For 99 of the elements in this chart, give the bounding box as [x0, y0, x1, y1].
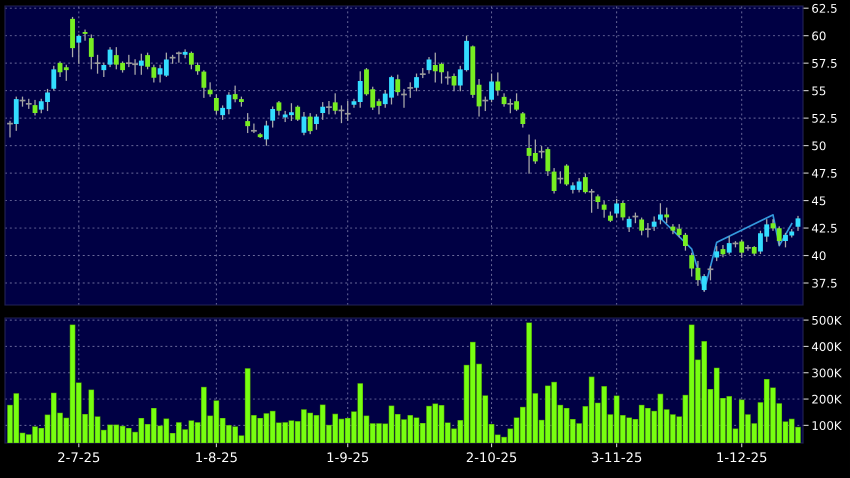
candlestick [520, 112, 526, 128]
x-tick-label: 1-12-25 [717, 452, 766, 462]
candlestick [564, 164, 570, 186]
candlestick [401, 88, 407, 108]
candlestick [326, 101, 332, 114]
y-tick-label: 60 [812, 31, 826, 40]
candlestick [108, 47, 112, 68]
y-tick-label: 37.5 [812, 278, 837, 288]
candlestick [726, 236, 732, 255]
candlestick [595, 194, 600, 209]
candlestick [444, 71, 451, 85]
candlestick [395, 74, 400, 96]
candlestick [557, 171, 564, 184]
candlestick [101, 62, 106, 77]
candlestick [489, 74, 494, 102]
y-tick-label: 62.5 [812, 4, 837, 13]
candlestick [538, 146, 544, 158]
candlestick [232, 86, 238, 102]
candlestick [320, 102, 326, 120]
candlestick [776, 226, 782, 246]
y-tick-label: 200K [812, 394, 842, 404]
y-tick-label: 40 [812, 251, 826, 260]
candlestick [138, 54, 144, 75]
candlestick [176, 52, 182, 63]
candlestick [188, 52, 194, 70]
candlestick [582, 174, 588, 194]
x-tick-label: 1-9-25 [328, 452, 368, 462]
candlestick [658, 203, 663, 224]
candlestick [151, 64, 156, 82]
candlestick [32, 100, 38, 116]
y-tick-label: 42.5 [812, 224, 837, 233]
candlestick [652, 216, 657, 231]
candlestick [602, 201, 607, 218]
candlestick [302, 112, 306, 136]
candlestick [452, 74, 456, 92]
candlestick [620, 201, 626, 220]
x-tick-label: 2-10-25 [466, 452, 516, 462]
candlestick [245, 113, 250, 134]
candlestick [214, 94, 219, 114]
candlestick [26, 98, 32, 109]
candlestick [683, 232, 688, 251]
candlestick [552, 168, 557, 194]
y-tick-label: 45 [812, 196, 826, 206]
candlestick [407, 82, 414, 98]
candlestick [588, 188, 595, 213]
candlestick [145, 52, 150, 70]
candlestick [482, 96, 488, 112]
y-tick-label: 57.5 [812, 59, 837, 68]
candlestick [295, 105, 300, 121]
candlestick [314, 114, 319, 130]
candlestick [94, 54, 100, 74]
candlestick [338, 105, 344, 124]
candlestick [76, 34, 82, 64]
x-tick-label: 1-8-25 [196, 452, 237, 462]
y-tick-label: 55 [812, 86, 826, 96]
candlestick [664, 208, 670, 224]
candlestick [308, 113, 313, 134]
y-tick-label: 50 [812, 141, 826, 150]
candlestick [7, 120, 13, 138]
candlestick [720, 245, 726, 258]
candlestick [708, 266, 714, 280]
candlestick [208, 82, 213, 97]
y-tick-label: 52.5 [812, 114, 837, 123]
candlestick [270, 106, 276, 128]
x-tick-label: 3-11-25 [592, 452, 642, 462]
candlestick [502, 93, 506, 107]
y-tick-label: 100K [812, 421, 842, 430]
candlestick [626, 216, 632, 232]
candlestick [195, 62, 200, 75]
candlestick [426, 57, 432, 74]
candlestick [714, 246, 720, 262]
candlestick [201, 70, 206, 98]
y-tick-label: 400K [812, 342, 842, 352]
y-tick-label: 300K [812, 368, 842, 378]
candlestick [545, 147, 550, 176]
candlestick [507, 98, 514, 114]
candlestick [514, 93, 519, 112]
candlestick [332, 93, 338, 114]
candlestick [796, 216, 800, 231]
candlestick [639, 218, 644, 236]
candlestick [276, 101, 282, 116]
candlestick [645, 223, 651, 238]
candlestick [82, 30, 88, 41]
candlestick [495, 72, 500, 96]
candlestick [414, 74, 419, 92]
candlestick [420, 68, 426, 78]
x-tick-label: 2-7-25 [58, 452, 100, 462]
candlestick [88, 34, 94, 70]
candlestick [614, 198, 620, 218]
y-tick-label: 500K [812, 316, 842, 325]
candlestick [264, 120, 269, 146]
candlestick [739, 240, 744, 258]
candlestick [344, 101, 351, 121]
candlestick [770, 219, 776, 231]
candlestick [51, 66, 56, 91]
candlestick [702, 274, 707, 292]
line-series [660, 214, 793, 292]
candlestick [608, 211, 613, 222]
y-tick-label: 47.5 [812, 168, 837, 178]
